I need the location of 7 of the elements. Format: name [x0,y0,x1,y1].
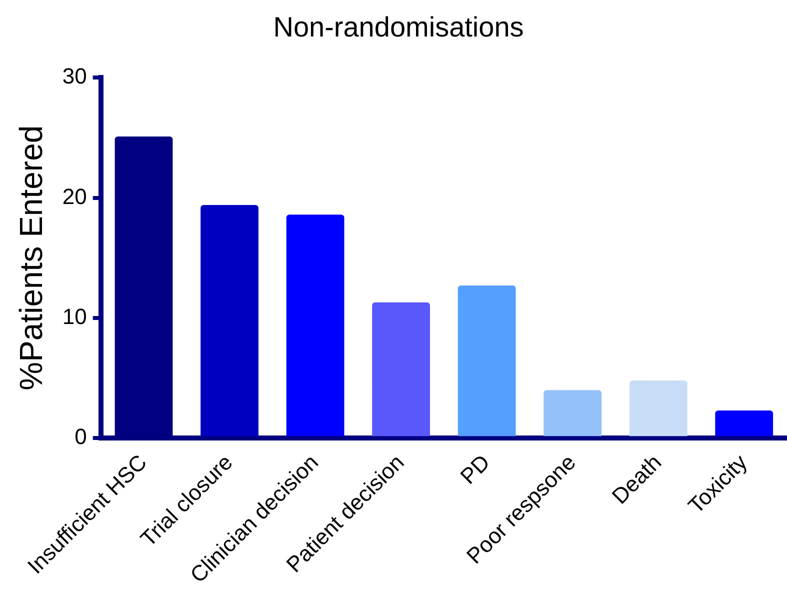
x-tick-label: PD [455,450,495,489]
y-axis-title: %Patients Entered [13,125,50,390]
y-tick-label: 30 [62,64,87,89]
y-tick-label: 0 [74,424,87,450]
chart-title: Non-randomisations [273,12,524,43]
y-tick-label: 20 [62,184,87,209]
y-tick-label: 10 [62,304,87,330]
